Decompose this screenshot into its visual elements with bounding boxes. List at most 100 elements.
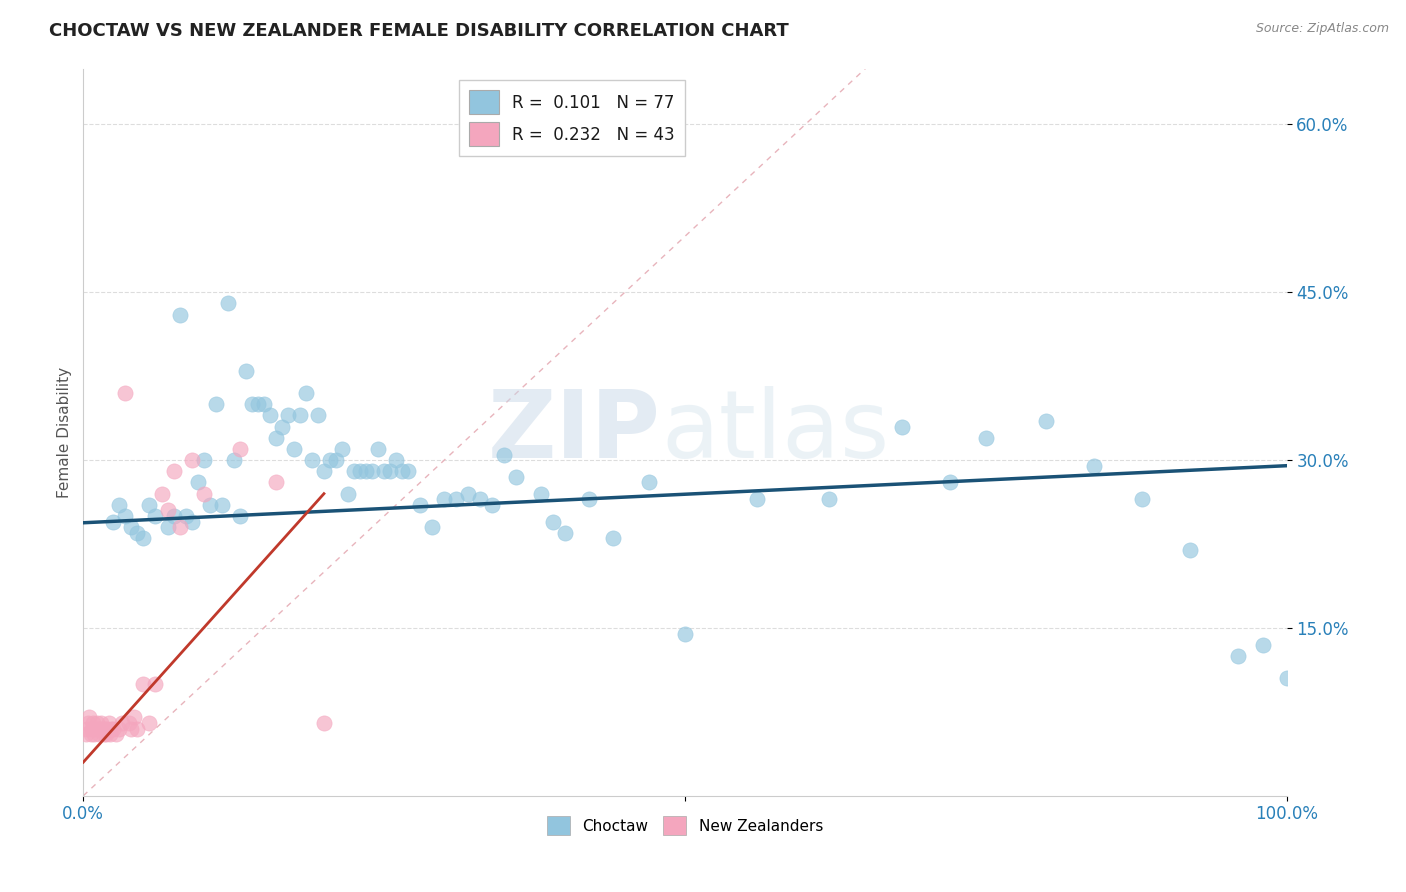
Point <box>385 453 408 467</box>
Point <box>86 716 108 731</box>
Point <box>169 308 191 322</box>
Point <box>1035 414 1057 428</box>
Point <box>111 716 134 731</box>
Point <box>90 716 112 731</box>
Point <box>204 397 226 411</box>
Point <box>222 453 245 467</box>
Point <box>180 453 202 467</box>
Point <box>295 386 318 401</box>
Point <box>211 498 233 512</box>
Point <box>288 409 311 423</box>
Point <box>169 520 191 534</box>
Point <box>180 515 202 529</box>
Point <box>264 431 287 445</box>
Point <box>127 525 149 540</box>
Point <box>145 677 167 691</box>
Point <box>94 722 117 736</box>
Point <box>396 464 419 478</box>
Point <box>75 727 97 741</box>
Point <box>354 464 377 478</box>
Text: Source: ZipAtlas.com: Source: ZipAtlas.com <box>1256 22 1389 36</box>
Point <box>193 486 215 500</box>
Point <box>343 464 366 478</box>
Point <box>108 498 131 512</box>
Point <box>349 464 371 478</box>
Point <box>187 475 209 490</box>
Point <box>156 520 179 534</box>
Point <box>96 722 118 736</box>
Point <box>138 498 160 512</box>
Point <box>246 397 269 411</box>
Point <box>446 492 468 507</box>
Point <box>270 419 292 434</box>
Point <box>91 722 114 736</box>
Point <box>103 515 125 529</box>
Point <box>83 727 105 741</box>
Point <box>79 727 101 741</box>
Point <box>82 716 104 731</box>
Point <box>325 453 347 467</box>
Point <box>76 722 98 736</box>
Point <box>132 677 155 691</box>
Point <box>637 475 659 490</box>
Point <box>818 492 841 507</box>
Point <box>97 716 120 731</box>
Point <box>127 722 149 736</box>
Point <box>409 498 432 512</box>
Point <box>198 498 221 512</box>
Point <box>578 492 600 507</box>
Point <box>330 442 353 456</box>
Point <box>554 525 576 540</box>
Point <box>367 442 389 456</box>
Point <box>747 492 769 507</box>
Point <box>283 442 305 456</box>
Point <box>79 710 101 724</box>
Point <box>974 431 997 445</box>
Point <box>120 722 142 736</box>
Point <box>373 464 395 478</box>
Point <box>277 409 299 423</box>
Point <box>114 386 136 401</box>
Point <box>114 509 136 524</box>
Point <box>103 722 125 736</box>
Point <box>673 626 696 640</box>
Point <box>505 470 527 484</box>
Point <box>1227 648 1250 663</box>
Point <box>228 442 250 456</box>
Point <box>162 509 184 524</box>
Point <box>77 716 100 731</box>
Point <box>240 397 263 411</box>
Point <box>494 448 516 462</box>
Point <box>93 727 115 741</box>
Point <box>938 475 960 490</box>
Point <box>529 486 551 500</box>
Point <box>481 498 503 512</box>
Point <box>87 727 110 741</box>
Point <box>1130 492 1153 507</box>
Point <box>312 716 335 731</box>
Point <box>122 710 145 724</box>
Point <box>120 520 142 534</box>
Point <box>1083 458 1105 473</box>
Y-axis label: Female Disability: Female Disability <box>58 367 72 498</box>
Point <box>541 515 564 529</box>
Point <box>162 464 184 478</box>
Point <box>217 296 239 310</box>
Point <box>150 486 173 500</box>
Point <box>378 464 401 478</box>
Point <box>96 727 118 741</box>
Point <box>301 453 323 467</box>
Point <box>145 509 167 524</box>
Point <box>104 727 127 741</box>
Point <box>264 475 287 490</box>
Legend: R =  0.101   N = 77, R =  0.232   N = 43: R = 0.101 N = 77, R = 0.232 N = 43 <box>458 80 685 156</box>
Point <box>156 503 179 517</box>
Point <box>337 486 360 500</box>
Point <box>361 464 384 478</box>
Point <box>87 722 110 736</box>
Text: atlas: atlas <box>661 386 889 478</box>
Point <box>1251 638 1274 652</box>
Point <box>1180 542 1202 557</box>
Point <box>89 722 111 736</box>
Point <box>253 397 276 411</box>
